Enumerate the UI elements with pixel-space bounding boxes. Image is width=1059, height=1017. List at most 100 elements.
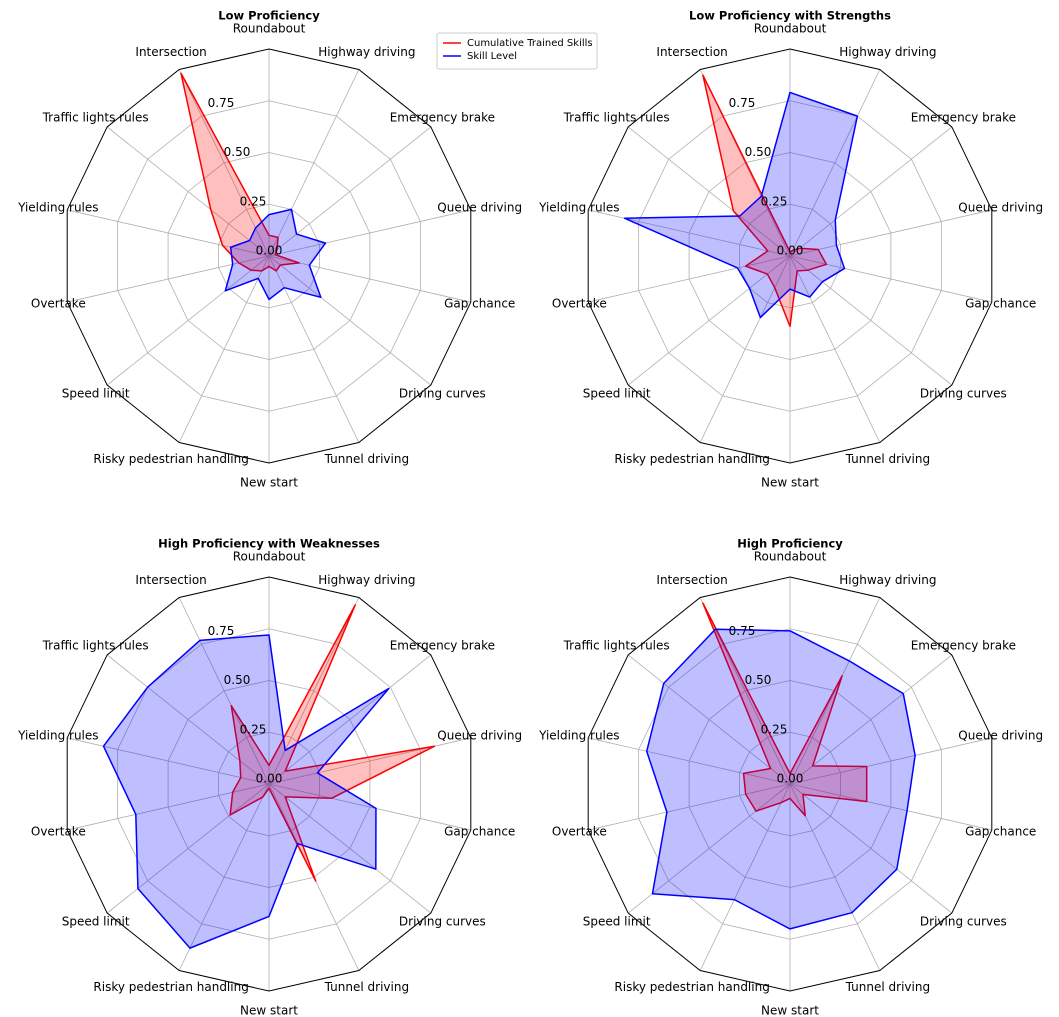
legend: Cumulative Trained Skills Skill Level [436,32,598,70]
spoke [789,783,953,914]
r-tick-label: 0.00 [256,244,283,258]
r-tick-label: 0.50 [745,673,772,687]
category-label: Overtake [552,297,607,311]
spoke [67,783,270,831]
spoke [268,209,471,257]
category-label: Queue driving [958,200,1043,214]
subplot: 0.00 0.25 0.50 0.75 Roundabout Highway drivin… [538,537,1043,1017]
legend-label: Skill Level [467,51,517,62]
spoke [789,255,953,386]
category-label: Speed limit [583,915,651,929]
category-label: Speed limit [583,387,651,401]
r-tick-label: 0.75 [729,96,756,110]
subplot: 0.00 0.25 0.50 0.75 Roundabout Highway drivin… [17,537,522,1017]
frame [587,576,993,992]
series-area [702,74,828,328]
category-label: Highway driving [839,573,936,587]
category-label: Intersection [656,45,727,59]
category-label: New start [761,1004,819,1017]
spoke [699,783,791,971]
category-label: Emergency brake [390,110,495,124]
category-label: Overtake [31,825,86,839]
spoke [268,69,360,257]
spoke [178,783,270,971]
category-label: Driving curves [399,915,486,929]
subplot: 0.00 0.25 0.50 0.75 Roundabout Highway drivin… [17,9,598,490]
spoke [106,126,270,257]
spoke [627,255,791,386]
spoke [67,255,270,303]
series-area [645,628,916,930]
spoke [178,597,270,785]
category-label: Gap chance [444,825,515,839]
spoke [789,737,992,785]
category-label: Intersection [135,573,206,587]
spoke [588,255,791,303]
frame [66,576,472,992]
spoke [627,654,791,785]
spoke [588,737,791,785]
r-tick-label: 0.75 [208,624,235,638]
r-tick-label: 0.50 [745,145,772,159]
spoke [178,69,270,257]
category-label: Queue driving [437,728,522,742]
series-area [623,91,859,319]
category-label: Overtake [31,297,86,311]
frame [66,48,472,464]
category-label: Driving curves [920,387,1007,401]
category-label: Roundabout [754,22,827,36]
spoke [789,255,881,443]
category-label: Yielding rules [538,728,619,742]
spoke [268,255,432,386]
category-label: New start [761,476,819,490]
category-label: Tunnel driving [845,452,930,466]
category-label: Queue driving [958,728,1043,742]
category-label: Tunnel driving [324,452,409,466]
r-tick-label: 0.50 [224,145,251,159]
r-tick-label: 0.00 [777,772,804,786]
spoke [789,654,953,785]
spoke [67,737,270,785]
category-label: Traffic lights rules [563,638,670,652]
subplot-title: Low Proficiency [218,9,320,23]
category-label: Roundabout [233,22,306,36]
category-label: Speed limit [62,915,130,929]
spoke [67,209,270,257]
category-label: Traffic lights rules [42,638,149,652]
frame [587,48,993,464]
spoke [588,783,791,831]
r-tick-label: 0.50 [224,673,251,687]
category-label: Risky pedestrian handling [614,980,769,994]
spoke [627,126,791,257]
spoke [268,597,360,785]
category-label: Intersection [135,45,206,59]
category-label: Overtake [552,825,607,839]
r-tick-label: 0.25 [761,194,788,208]
r-tick-label: 0.75 [208,96,235,110]
category-label: Roundabout [233,550,306,564]
category-label: Gap chance [965,825,1036,839]
category-label: Yielding rules [17,728,98,742]
category-label: Yielding rules [17,200,98,214]
series-area [702,602,868,817]
category-label: Gap chance [965,297,1036,311]
series-area [229,604,436,882]
spoke [789,783,992,831]
spoke [789,209,992,257]
spoke [268,737,471,785]
subplot-title: Low Proficiency with Strengths [689,9,891,23]
category-label: Risky pedestrian handling [614,452,769,466]
spoke [268,255,471,303]
spoke [789,126,953,257]
spoke [627,783,791,914]
category-label: Driving curves [920,915,1007,929]
category-label: Driving curves [399,387,486,401]
series-area [102,634,390,949]
category-label: Traffic lights rules [42,110,149,124]
category-label: Highway driving [318,45,415,59]
subplot-title: High Proficiency with Weaknesses [158,537,380,551]
series-area [180,72,301,272]
category-label: Risky pedestrian handling [93,980,248,994]
category-label: Intersection [656,573,727,587]
